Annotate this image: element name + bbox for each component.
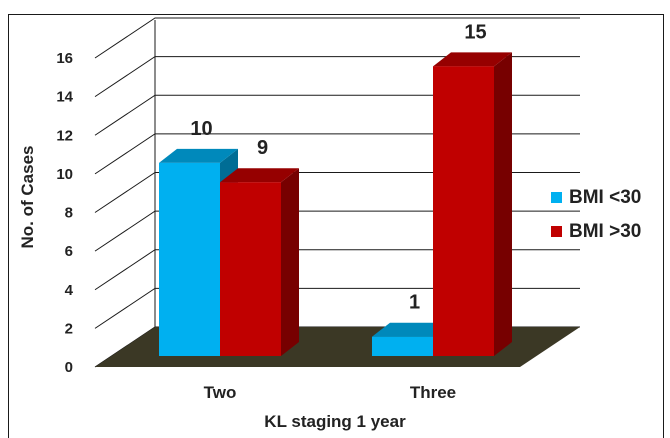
- bar-front: [372, 336, 433, 356]
- bar: [433, 52, 512, 356]
- y-tick-label: 2: [65, 320, 73, 337]
- bar-top: [372, 322, 451, 337]
- y-tick-label: 12: [56, 127, 73, 144]
- bar-front: [220, 182, 281, 356]
- y-tick-label: 6: [65, 243, 73, 260]
- bar: [220, 168, 299, 356]
- y-tick-label: 14: [56, 89, 73, 106]
- data-label: 9: [257, 137, 268, 159]
- legend-label: BMI <30: [569, 187, 641, 208]
- x-axis-categories: Two Three: [204, 383, 457, 402]
- x-category-label: Three: [410, 383, 456, 402]
- bar-top: [159, 148, 238, 163]
- y-tick-label: 16: [56, 50, 73, 67]
- bar-front: [159, 162, 220, 356]
- legend-swatch: [551, 226, 562, 237]
- y-axis-ticks: 0 2 4 6 8 10 12 14 16: [56, 50, 73, 376]
- data-label: 15: [464, 21, 486, 43]
- y-axis-title: No. of Cases: [18, 146, 37, 249]
- gridline: [94, 17, 580, 59]
- bar-side: [281, 168, 299, 356]
- data-label: 1: [409, 292, 420, 314]
- bar-top: [433, 52, 512, 67]
- y-tick-label: 8: [65, 205, 73, 222]
- y-tick-label: 10: [56, 166, 73, 183]
- bar-front: [433, 66, 494, 356]
- bar-side: [494, 52, 512, 356]
- legend-label: BMI >30: [569, 221, 641, 242]
- y-tick-label: 4: [65, 282, 74, 299]
- data-label: 10: [190, 118, 212, 140]
- x-axis-title: KL staging 1 year: [264, 412, 406, 431]
- legend-swatch: [551, 192, 562, 203]
- legend: BMI <30 BMI >30: [551, 187, 641, 242]
- data-labels: 10 9 1 15: [190, 21, 486, 313]
- bar-top: [220, 168, 299, 183]
- bars: [159, 52, 512, 356]
- y-tick-label: 0: [65, 359, 73, 376]
- x-category-label: Two: [204, 383, 237, 402]
